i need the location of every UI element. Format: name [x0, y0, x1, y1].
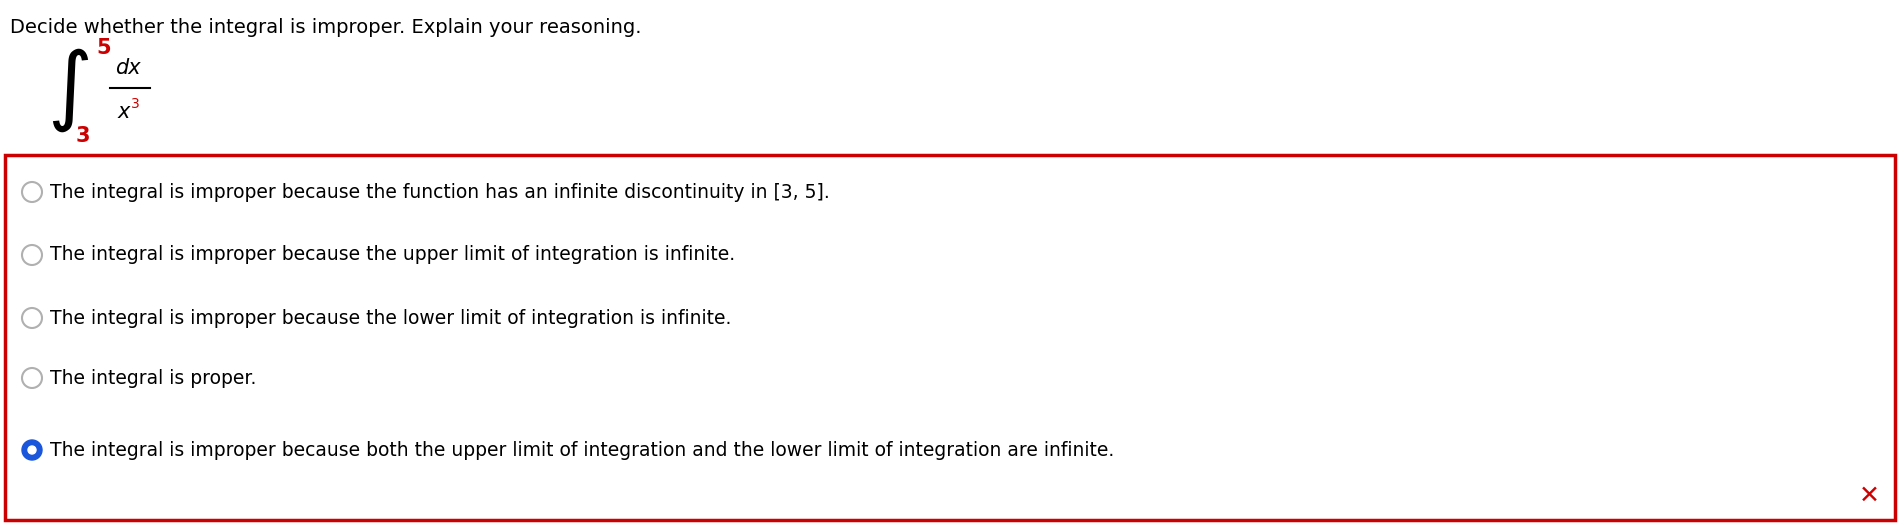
Text: 3: 3: [131, 97, 139, 111]
Text: The integral is improper because the function has an infinite discontinuity in [: The integral is improper because the fun…: [50, 182, 830, 201]
Circle shape: [23, 440, 42, 460]
Circle shape: [23, 182, 42, 202]
Circle shape: [23, 245, 42, 265]
Circle shape: [23, 308, 42, 328]
Circle shape: [29, 446, 36, 454]
Text: dx: dx: [114, 58, 141, 78]
Text: 5: 5: [95, 38, 110, 58]
Text: The integral is proper.: The integral is proper.: [50, 368, 257, 387]
Bar: [6, 155, 1894, 520]
Text: Decide whether the integral is improper. Explain your reasoning.: Decide whether the integral is improper.…: [10, 18, 642, 37]
Text: ✕: ✕: [1858, 484, 1879, 508]
Text: The integral is improper because the upper limit of integration is infinite.: The integral is improper because the upp…: [50, 245, 735, 264]
Text: 3: 3: [76, 126, 91, 146]
Circle shape: [23, 368, 42, 388]
Text: The integral is improper because both the upper limit of integration and the low: The integral is improper because both th…: [50, 440, 1114, 460]
Text: x: x: [118, 102, 129, 122]
Text: The integral is improper because the lower limit of integration is infinite.: The integral is improper because the low…: [50, 308, 731, 328]
Text: $\int$: $\int$: [48, 46, 89, 134]
